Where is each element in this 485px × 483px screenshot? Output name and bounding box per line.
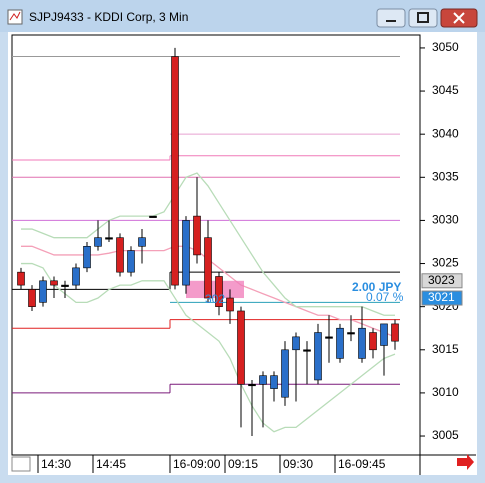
candle-body [325, 336, 333, 339]
candle-body [138, 237, 146, 247]
candle-body [50, 280, 58, 286]
close-glyph [453, 12, 465, 24]
window-title: SJPJ9433 - KDDI Corp, 3 Min [29, 10, 188, 24]
x-tick-label: 14:30 [41, 457, 71, 471]
candle-body [380, 323, 388, 346]
x-tick-label: 16-09:00 [173, 457, 221, 471]
price-tag-label: 3023 [428, 273, 455, 287]
annotation: 302 [205, 292, 225, 306]
maximize-button[interactable] [408, 8, 438, 28]
chart-layer: 3005301030153020302530303035304030453050… [12, 40, 463, 473]
candle-body [281, 349, 289, 398]
x-tick-label: 14:45 [96, 457, 126, 471]
scroll-arrow[interactable] [457, 454, 474, 470]
maximize-glyph [417, 12, 429, 23]
app-icon [7, 9, 23, 25]
candle-body [226, 297, 234, 312]
indicator-line [21, 172, 395, 316]
y-tick-label: 3040 [432, 126, 459, 140]
corner-box[interactable] [11, 456, 31, 472]
annotation: 0.07 % [366, 290, 404, 304]
minimize-glyph [386, 20, 396, 22]
price-tag-label: 3021 [428, 290, 455, 304]
plot-area [11, 34, 421, 456]
candle-body [248, 383, 256, 387]
minimize-button[interactable] [376, 8, 406, 28]
candle-body [94, 237, 102, 247]
candle-body [391, 323, 399, 342]
app-icon-glyph [9, 11, 21, 21]
candle-body [72, 267, 80, 286]
x-tick-label: 16-09:45 [338, 457, 386, 471]
y-tick-label: 3045 [432, 83, 459, 97]
candle-body [336, 327, 344, 359]
price-tag [421, 290, 463, 306]
candle-body [28, 289, 36, 307]
candle-body [182, 220, 190, 286]
candle-body [303, 349, 311, 352]
candle-body [237, 310, 245, 385]
y-tick-label: 3025 [432, 256, 459, 270]
candle-body [17, 271, 25, 286]
y-tick-label: 3035 [432, 169, 459, 183]
y-tick-label: 3015 [432, 342, 459, 356]
y-tick-label: 3050 [432, 40, 459, 54]
x-tick-label: 09:15 [228, 457, 258, 471]
y-tick-label: 3030 [432, 213, 459, 227]
candle-body [193, 215, 201, 256]
candle-body [347, 332, 355, 335]
candle-body [292, 336, 300, 351]
candle-body [369, 332, 377, 351]
candle-body [204, 237, 212, 299]
candle-body [270, 375, 278, 389]
candle-body [61, 284, 69, 287]
candle-body [314, 332, 322, 381]
candle-body [83, 245, 91, 269]
y-tick-label: 3005 [432, 428, 459, 442]
annotation: 2.00 JPY [352, 280, 401, 294]
candle-body [39, 280, 47, 303]
y-tick-label: 3010 [432, 385, 459, 399]
candle-body [259, 375, 267, 385]
indicator-line [21, 262, 396, 433]
x-tick-label: 09:30 [283, 457, 313, 471]
candle-body [149, 215, 157, 218]
candle-body [127, 250, 135, 273]
candle-body [116, 237, 124, 273]
candle-body [215, 276, 223, 307]
candle-body [171, 56, 179, 286]
candle-body [105, 237, 113, 240]
price-tag [421, 273, 463, 289]
candle-body [358, 327, 366, 359]
